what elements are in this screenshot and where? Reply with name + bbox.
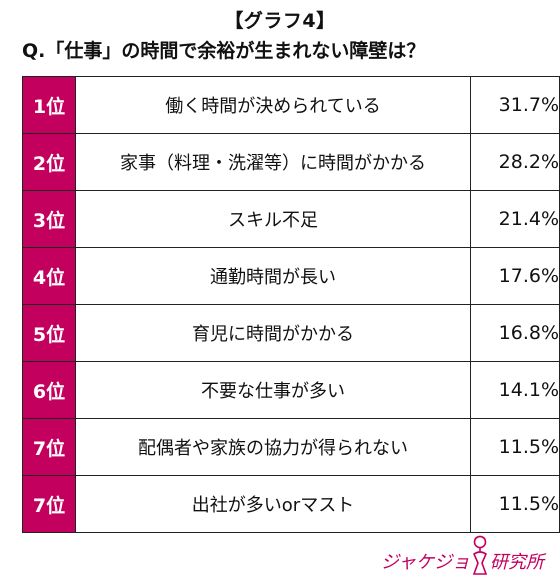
- percent-value: 11.5%: [470, 475, 560, 533]
- percent-value: 31.7%: [470, 76, 560, 134]
- percent-value: 16.8%: [470, 304, 560, 362]
- brand-logo: ジャケジョ 研究所: [381, 531, 544, 575]
- table-row: 6位 不要な仕事が多い 14.1%: [22, 361, 560, 419]
- rank-label: 1位: [22, 76, 76, 134]
- table-row: 7位 出社が多いorマスト 11.5%: [22, 475, 560, 533]
- table-row: 5位 育児に時間がかかる 16.8%: [22, 304, 560, 362]
- table-row: 1位 働く時間が決められている 31.7%: [22, 76, 560, 134]
- percent-value: 21.4%: [470, 190, 560, 248]
- item-label: 家事（料理・洗濯等）に時間がかかる: [75, 133, 471, 191]
- logo-text-left: ジャケジョ: [380, 552, 470, 573]
- item-label: 育児に時間がかかる: [75, 304, 471, 362]
- percent-value: 17.6%: [470, 247, 560, 305]
- percent-value: 28.2%: [470, 133, 560, 191]
- table-row: 2位 家事（料理・洗濯等）に時間がかかる 28.2%: [22, 133, 560, 191]
- percent-value: 14.1%: [470, 361, 560, 419]
- rank-label: 5位: [22, 304, 76, 362]
- item-label: スキル不足: [75, 190, 471, 248]
- item-label: 通勤時間が長い: [75, 247, 471, 305]
- item-label: 働く時間が決められている: [75, 76, 471, 134]
- item-label: 出社が多いorマスト: [75, 475, 471, 533]
- question-subtitle: Q.「仕事」の時間で余裕が生まれない障壁は？: [22, 40, 426, 62]
- table-row: 3位 スキル不足 21.4%: [22, 190, 560, 248]
- table-row: 7位 配偶者や家族の協力が得られない 11.5%: [22, 418, 560, 476]
- ranking-table: 1位 働く時間が決められている 31.7% 2位 家事（料理・洗濯等）に時間がか…: [22, 76, 560, 533]
- item-label: 配偶者や家族の協力が得られない: [75, 418, 471, 476]
- percent-value: 11.5%: [470, 418, 560, 476]
- rank-label: 7位: [22, 475, 76, 533]
- rank-label: 7位: [22, 418, 76, 476]
- woman-silhouette-icon: [472, 535, 488, 575]
- rank-label: 6位: [22, 361, 76, 419]
- rank-label: 4位: [22, 247, 76, 305]
- ranking-table-body: 1位 働く時間が決められている 31.7% 2位 家事（料理・洗濯等）に時間がか…: [22, 76, 560, 533]
- rank-label: 2位: [22, 133, 76, 191]
- rank-label: 3位: [22, 190, 76, 248]
- table-row: 4位 通勤時間が長い 17.6%: [22, 247, 560, 305]
- logo-text-right: 研究所: [490, 552, 544, 573]
- item-label: 不要な仕事が多い: [75, 361, 471, 419]
- chart-title: 【グラフ4】: [224, 10, 336, 32]
